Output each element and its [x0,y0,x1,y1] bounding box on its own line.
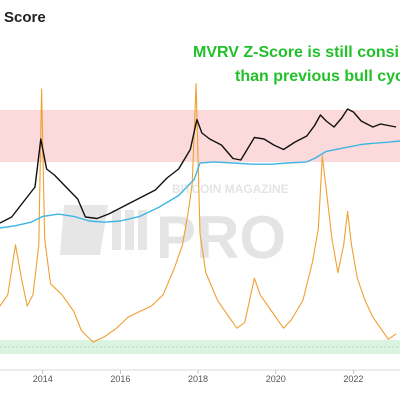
price-series-line [0,108,397,224]
watermark-logo-icon [60,205,147,255]
chart-title: Score [4,9,46,26]
zscore-series-line [0,83,397,343]
x-tick-label: 2018 [188,374,208,384]
x-tick-label: 2014 [33,374,53,384]
watermark-top-text: BITCOIN MAGAZINE [172,182,289,196]
x-axis-ticks: 2014 2016 2018 2020 2022 [33,370,363,384]
top-band [0,110,400,162]
x-tick-label: 2016 [110,374,130,384]
annotation-line-1: MVRV Z-Score is still consi [193,44,399,61]
realized-series-line [0,140,400,229]
watermark-big-text: PRO [156,204,286,271]
watermark: BITCOIN MAGAZINE PRO [60,182,289,271]
x-tick-label: 2022 [343,374,363,384]
x-tick-label: 2020 [266,374,286,384]
annotation-line-2: than previous bull cyc [235,68,400,85]
series-layer [0,83,400,343]
